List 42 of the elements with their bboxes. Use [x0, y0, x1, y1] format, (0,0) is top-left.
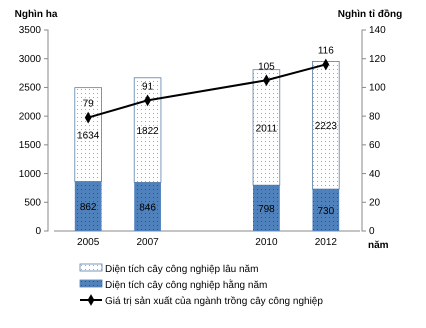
y-tick-label: 1500: [18, 140, 42, 152]
data-label: 1822: [136, 126, 160, 138]
data-label: 79: [82, 98, 94, 110]
y-axis-title: Nghìn ha: [14, 9, 58, 20]
y-tick-label: 1000: [18, 168, 42, 180]
y-tick-label: 3500: [18, 25, 42, 36]
data-label: 2011: [256, 123, 278, 134]
y-tick-label: 2500: [18, 82, 42, 94]
legend-label: Giá trị sản xuất của ngành trồng cây công nghiệp: [105, 296, 324, 307]
x-tick-label: 2007: [136, 237, 160, 248]
y2-tick-label: 40: [369, 168, 381, 180]
y2-tick-label: 100: [369, 82, 386, 94]
data-label: 105: [258, 61, 276, 72]
data-label: 846: [139, 202, 156, 214]
bar: [312, 189, 340, 231]
data-label: 730: [317, 206, 335, 218]
y2-tick-label: 0: [369, 226, 375, 238]
data-label: 116: [318, 45, 334, 56]
y-tick-label: 3000: [18, 54, 42, 65]
x-tick-label: 2005: [77, 237, 100, 248]
x-tick-label: 2010: [255, 237, 278, 248]
y2-tick-label: 80: [369, 111, 381, 122]
y-tick-label: 0: [35, 226, 42, 238]
y2-tick-label: 20: [369, 197, 381, 208]
data-label: 91: [142, 81, 154, 92]
y2-tick-label: 120: [369, 54, 386, 65]
bar: [74, 181, 102, 231]
bar: [253, 185, 280, 231]
bar: [134, 182, 161, 231]
y2-tick-label: 140: [369, 25, 386, 36]
legend-label: Diện tích cây công nghiệp hằng năm: [105, 279, 268, 291]
y-tick-label: 2000: [18, 111, 42, 122]
y2-tick-label: 60: [369, 140, 381, 152]
legend-label: Diện tích cây công nghiệp lâu năm: [105, 264, 258, 275]
x-tick-label: 2012: [314, 237, 338, 248]
y-tick-label: 500: [24, 197, 42, 208]
data-label: 2223: [314, 121, 338, 132]
data-label: 798: [258, 204, 276, 216]
data-label: 862: [80, 202, 97, 214]
y2-axis-title: Nghìn tỉ đồng: [338, 9, 402, 20]
data-label: 1634: [77, 130, 100, 142]
x-axis-title: năm: [368, 240, 389, 251]
